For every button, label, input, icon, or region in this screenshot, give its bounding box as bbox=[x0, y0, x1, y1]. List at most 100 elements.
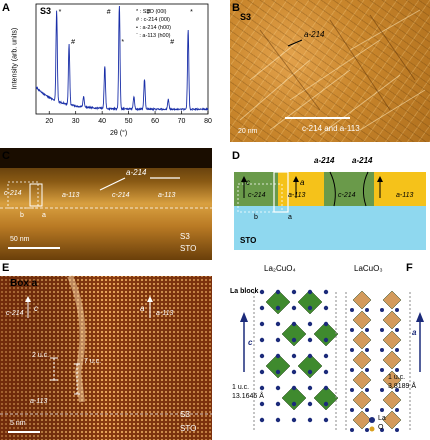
d-c214-right: c-214 bbox=[338, 192, 356, 199]
atom bbox=[365, 328, 369, 332]
e-a113-bottom: a-113 bbox=[30, 398, 47, 405]
atom bbox=[324, 290, 328, 294]
atom bbox=[292, 370, 296, 374]
xrd-tick-label: 40 bbox=[98, 118, 106, 125]
atom bbox=[308, 290, 312, 294]
d-a113-right-block bbox=[374, 172, 426, 206]
atom bbox=[350, 308, 354, 312]
atom bbox=[395, 308, 399, 312]
panel-letter-f: F bbox=[406, 262, 413, 274]
octahedron bbox=[353, 391, 371, 409]
atom bbox=[260, 370, 264, 374]
plan-view-lines bbox=[230, 0, 430, 142]
atom bbox=[324, 402, 328, 406]
d-c-axis: c bbox=[246, 178, 250, 187]
xrd-legend: * : STO (00l) # : c-214 (00l) • : a-214 … bbox=[136, 8, 171, 40]
panel-a-xrd: 20 30 40 50 60 70 80 * # # * # # * A S3 Intensity (a… bbox=[0, 0, 212, 142]
atom bbox=[350, 428, 354, 432]
octahedron bbox=[383, 351, 401, 369]
octahedron bbox=[353, 311, 371, 329]
f-uc-right-1: 1 u.c. bbox=[388, 374, 405, 381]
crystal-structure-diagram bbox=[230, 262, 430, 440]
xrd-chart: 20 30 40 50 60 70 80 *##*##* bbox=[0, 0, 212, 142]
plan-view-sample: S3 bbox=[240, 12, 251, 22]
atom bbox=[395, 348, 399, 352]
f-a-axis: a bbox=[412, 328, 416, 337]
octahedron bbox=[383, 331, 401, 349]
d-sto-substrate bbox=[234, 206, 426, 250]
atom bbox=[395, 328, 399, 332]
e-scale: 5 nm bbox=[10, 420, 26, 427]
atom bbox=[350, 368, 354, 372]
e-sample: S3 bbox=[180, 410, 190, 419]
octahedron bbox=[353, 411, 371, 429]
atom bbox=[260, 338, 264, 342]
atom bbox=[395, 368, 399, 372]
xrd-tick-label: 50 bbox=[125, 118, 133, 125]
d-a113-left: a-113 bbox=[288, 192, 305, 199]
panel-letter-e: E bbox=[2, 262, 9, 274]
atom bbox=[324, 386, 328, 390]
atom bbox=[350, 328, 354, 332]
legend-item-c214: # : c-214 (00l) bbox=[136, 16, 171, 24]
plan-view-a214-label: a-214 bbox=[304, 30, 324, 39]
atom bbox=[365, 428, 369, 432]
atom bbox=[395, 408, 399, 412]
xrd-tick-label: 80 bbox=[204, 118, 212, 125]
atom bbox=[365, 408, 369, 412]
f-title-right: LaCuO₃ bbox=[354, 264, 383, 273]
xrd-tick-label: 60 bbox=[151, 118, 159, 125]
f-uc-left-1: 1 u.c. bbox=[232, 384, 249, 391]
panel-letter-d: D bbox=[232, 150, 240, 162]
atom bbox=[276, 418, 280, 422]
atom bbox=[365, 348, 369, 352]
f-uc-left-2: 13.1646 Å bbox=[232, 393, 264, 400]
octahedron bbox=[383, 311, 401, 329]
plan-view-scale: 20 nm bbox=[238, 128, 257, 135]
atom bbox=[276, 354, 280, 358]
atom bbox=[292, 306, 296, 310]
atom bbox=[308, 322, 312, 326]
f-title-left: La₂CuO₄ bbox=[264, 264, 296, 273]
d-a-axis: a bbox=[300, 178, 304, 187]
atom bbox=[260, 322, 264, 326]
atom bbox=[292, 338, 296, 342]
octahedron bbox=[353, 291, 371, 309]
octahedron bbox=[383, 291, 401, 309]
c-a-label: a bbox=[42, 212, 46, 219]
legend-item-a214: • : a-214 (h00) bbox=[136, 24, 171, 32]
d-c214-left: c-214 bbox=[248, 192, 266, 199]
octahedron bbox=[353, 351, 371, 369]
panel-letter-c: C bbox=[2, 150, 10, 162]
e-uc2: 2 u.c. bbox=[32, 352, 49, 359]
atom bbox=[276, 370, 280, 374]
atom bbox=[276, 386, 280, 390]
c-c214-left: c-214 bbox=[4, 190, 22, 197]
atom bbox=[292, 354, 296, 358]
c-c214-right: c-214 bbox=[112, 192, 130, 199]
panel-e-hrtem: E Box a c-214 c a a-113 2 u.c. 7 u.c. a-… bbox=[0, 262, 212, 440]
atom bbox=[308, 418, 312, 422]
atom bbox=[260, 386, 264, 390]
xrd-peak-mark: * bbox=[190, 9, 193, 16]
e-a113: a-113 bbox=[156, 310, 173, 317]
atom bbox=[276, 322, 280, 326]
octahedron bbox=[383, 391, 401, 409]
xrd-peak-mark: * bbox=[59, 9, 62, 16]
atom bbox=[324, 354, 328, 358]
atom bbox=[324, 418, 328, 422]
atom bbox=[324, 306, 328, 310]
c-substrate: STO bbox=[180, 244, 196, 253]
f-uc-right-2: 3.8189 Å bbox=[388, 383, 416, 390]
legend-item-a113: ¨ : a-113 (h00) bbox=[136, 32, 171, 40]
legend-item-sto: * : STO (00l) bbox=[136, 8, 171, 16]
panel-letter-b: B bbox=[232, 2, 240, 14]
xrd-curve bbox=[36, 6, 208, 110]
atom bbox=[308, 338, 312, 342]
atom bbox=[292, 402, 296, 406]
atom bbox=[380, 308, 384, 312]
xrd-peak-mark: # bbox=[71, 39, 75, 46]
e-c214: c-214 bbox=[6, 310, 24, 317]
xrd-sample-label: S3 bbox=[40, 6, 51, 16]
panel-c-cross-section: C a-214 c-214 a-113 c-214 a-113 b a 50 n… bbox=[0, 148, 212, 260]
